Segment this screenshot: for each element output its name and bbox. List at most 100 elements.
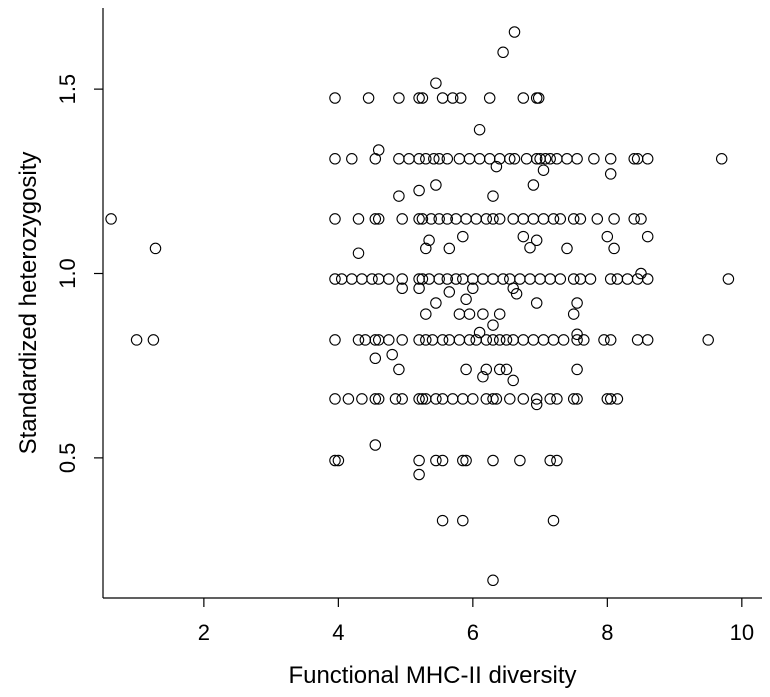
data-point xyxy=(436,92,449,104)
data-point xyxy=(457,230,469,243)
data-point xyxy=(433,273,445,285)
data-point xyxy=(453,308,466,320)
data-point xyxy=(480,213,493,225)
data-point xyxy=(393,92,405,104)
data-point xyxy=(396,282,408,295)
data-point xyxy=(423,234,435,247)
data-point xyxy=(352,213,365,225)
data-point xyxy=(641,273,654,285)
data-point xyxy=(467,282,479,295)
data-point xyxy=(508,26,521,38)
data-point xyxy=(601,230,614,243)
data-point xyxy=(631,334,644,346)
data-point xyxy=(413,153,425,165)
data-point xyxy=(611,273,624,285)
data-point xyxy=(500,334,513,346)
data-point xyxy=(428,153,440,165)
data-point xyxy=(504,393,516,405)
data-point xyxy=(487,334,499,346)
data-point xyxy=(346,273,358,285)
data-point xyxy=(416,213,429,225)
data-point xyxy=(413,213,425,225)
data-point xyxy=(413,468,425,481)
data-point xyxy=(517,92,530,104)
x-tick-label: 6 xyxy=(467,620,479,645)
data-point xyxy=(530,398,543,411)
data-point xyxy=(611,393,624,405)
data-point xyxy=(430,297,442,309)
data-point xyxy=(359,334,372,346)
data-point xyxy=(574,213,587,225)
data-point xyxy=(510,288,523,300)
data-point xyxy=(436,334,449,346)
data-point xyxy=(527,213,540,225)
data-point xyxy=(383,334,395,346)
data-point xyxy=(369,393,382,405)
data-point xyxy=(477,371,489,383)
data-point xyxy=(567,273,580,285)
data-point xyxy=(332,454,345,467)
data-point xyxy=(604,334,617,346)
data-point xyxy=(517,230,530,243)
data-point xyxy=(473,153,486,165)
data-point xyxy=(571,334,583,346)
data-point xyxy=(393,363,405,376)
data-point xyxy=(441,213,454,225)
data-point xyxy=(544,454,556,467)
data-point xyxy=(574,273,587,285)
data-point xyxy=(372,273,385,285)
data-point xyxy=(372,144,385,156)
data-point xyxy=(497,46,509,59)
data-point xyxy=(715,153,728,165)
data-point xyxy=(369,439,382,451)
data-point xyxy=(457,393,469,405)
data-point xyxy=(504,153,516,165)
x-tick-label: 4 xyxy=(332,620,344,645)
data-point xyxy=(517,213,530,225)
data-point xyxy=(329,454,341,467)
x-tick-label: 2 xyxy=(198,620,210,645)
data-point xyxy=(507,213,519,225)
data-point xyxy=(487,393,499,405)
data-point xyxy=(514,454,526,467)
data-point xyxy=(147,334,160,346)
data-point xyxy=(628,153,640,165)
data-point xyxy=(487,319,499,331)
data-point xyxy=(362,92,375,104)
x-tick-label: 10 xyxy=(730,620,754,645)
data-point xyxy=(483,92,496,104)
plot-frame xyxy=(102,8,762,599)
data-point xyxy=(441,273,454,285)
data-point xyxy=(396,273,408,285)
data-point xyxy=(571,328,583,341)
data-point xyxy=(477,308,489,320)
data-points xyxy=(105,26,735,587)
data-point xyxy=(463,334,476,346)
data-point xyxy=(480,334,493,346)
data-point xyxy=(544,393,556,405)
data-point xyxy=(369,213,382,225)
y-axis: 0.5 1.0 1.5 xyxy=(55,74,103,473)
data-point xyxy=(539,153,552,165)
data-point xyxy=(487,213,499,225)
data-point xyxy=(604,393,617,405)
data-point xyxy=(608,242,620,255)
data-point xyxy=(604,153,617,165)
data-point xyxy=(372,393,385,405)
data-point xyxy=(537,213,550,225)
data-point xyxy=(604,273,617,285)
data-point xyxy=(436,393,449,405)
data-point xyxy=(446,92,459,104)
data-point xyxy=(480,363,493,376)
data-point xyxy=(551,153,563,165)
data-point xyxy=(527,334,540,346)
data-point xyxy=(443,334,456,346)
data-point xyxy=(393,190,405,202)
y-tick-label: 1.5 xyxy=(55,74,80,105)
data-point xyxy=(413,92,425,104)
data-point xyxy=(497,273,509,285)
data-point xyxy=(342,393,355,405)
data-point xyxy=(628,213,640,225)
data-point xyxy=(702,334,714,346)
y-axis-title: Standardized heterozygosity xyxy=(15,152,42,455)
